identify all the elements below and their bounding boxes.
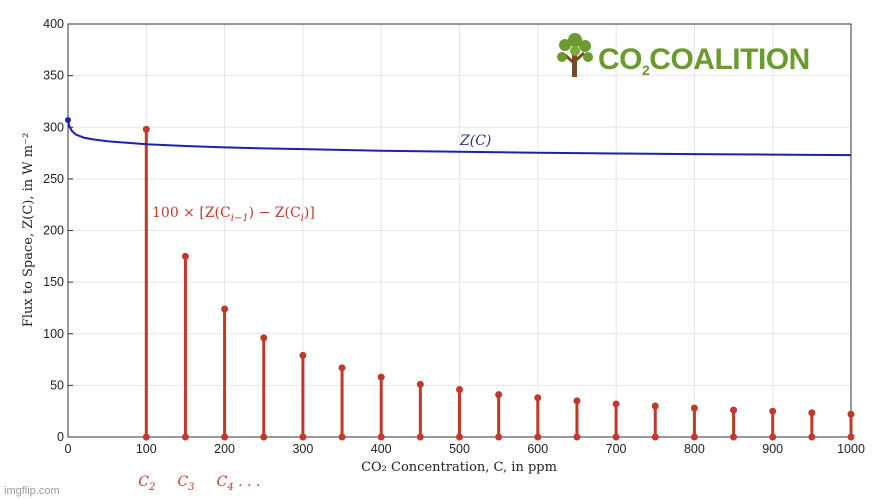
logo-co: CO [598,43,642,76]
z-curve [67,119,852,157]
y-tick-label: 250 [43,172,64,186]
y-tick-label: 50 [50,378,64,392]
x-tick-label: 100 [136,442,157,456]
stem-top-marker [181,252,189,260]
stem-base-marker [690,433,698,441]
stem-base-marker [260,433,268,441]
stem-top-marker [730,406,738,414]
stem-label-part-a: 100 × [Z(C [152,205,231,221]
c-labels: C2 C3 C4 . . . [138,474,260,493]
stem-series [142,125,855,441]
stem-top-marker [651,402,659,410]
x-tick-label: 900 [762,442,783,456]
y-tick-label: 400 [43,17,64,31]
stem-top-marker [221,305,229,313]
x-tick-label: 200 [214,442,235,456]
logo-coalition: COALITION [649,43,810,76]
stem-base-marker [377,433,385,441]
x-axis-title: CO₂ Concentration, C, in ppm [361,460,557,475]
stem-top-marker [612,400,620,408]
logo-sub-2: 2 [642,62,650,78]
stem-base-marker [808,433,816,441]
x-tick-label: 700 [606,442,627,456]
x-tick-label: 400 [371,442,392,456]
stem-base-marker [769,433,777,441]
x-tick-label: 800 [684,442,705,456]
stem-base-marker [651,433,659,441]
stem-top-marker [142,125,150,133]
stem-label-part-b: ) − Z(C [249,205,301,221]
watermark: imgflip.com [4,485,60,497]
y-tick-label: 150 [43,275,64,289]
tree-icon [557,33,593,77]
stem-top-marker [299,351,307,359]
line-series [65,117,852,157]
stem-base-marker [730,433,738,441]
c-label: C3 [177,474,194,493]
stem-top-marker [847,410,855,418]
stem-top-marker [573,397,581,405]
x-tick-label: 1000 [837,442,865,456]
y-tick-label: 350 [43,69,64,83]
stem-top-marker [808,409,816,417]
stem-label-part-c: )] [304,205,315,221]
stem-series-label: 100 × [Z(Ci−1) − Z(Ci)] [152,205,315,224]
x-tick-labels: 0 100 200 300 400 500 600 700 800 900 1000 [65,442,865,456]
x-tick-label: 0 [65,442,72,456]
stem-top-marker [690,404,698,412]
stem-base-marker [534,433,542,441]
y-axis-title: Flux to Space, Z(C), in W m⁻² [21,133,36,327]
stem-base-marker [142,433,150,441]
stem-top-marker [769,407,777,415]
stem-base-marker [573,433,581,441]
stem-top-marker [495,391,503,399]
x-tick-label: 300 [292,442,313,456]
stem-top-marker [260,334,268,342]
stem-base-marker [416,433,424,441]
stem-base-marker [181,433,189,441]
c-label: C2 [138,474,155,493]
y-tick-labels: 0 50 100 150 200 250 300 350 400 [43,17,64,444]
z-series-label: Z(C) [459,133,491,149]
stem-base-marker [847,433,855,441]
stem-base-marker [495,433,503,441]
y-tick-label: 100 [43,327,64,341]
stem-base-marker [456,433,463,441]
stem-base-marker [299,433,307,441]
stem-top-marker [456,386,463,394]
y-tick-label: 200 [43,224,64,238]
stem-top-marker [338,364,346,372]
stem-base-marker [612,433,620,441]
y-tick-label: 300 [43,120,64,134]
stem-top-marker [534,394,542,402]
z-start-marker [65,117,71,124]
stem-base-marker [221,433,229,441]
co2-coalition-logo: CO2COALITION [557,33,810,78]
y-tick-label: 0 [57,430,64,444]
x-tick-label: 500 [449,442,470,456]
stem-label-sub-2: i [301,213,304,224]
c-label: C4 . . . [217,474,261,493]
stem-label-sub-1: i−1 [231,213,249,224]
logo-wordmark: CO2COALITION [598,43,810,78]
stem-top-marker [377,373,385,381]
stem-base-marker [338,433,346,441]
x-tick-label: 600 [527,442,548,456]
stem-top-marker [416,380,424,388]
